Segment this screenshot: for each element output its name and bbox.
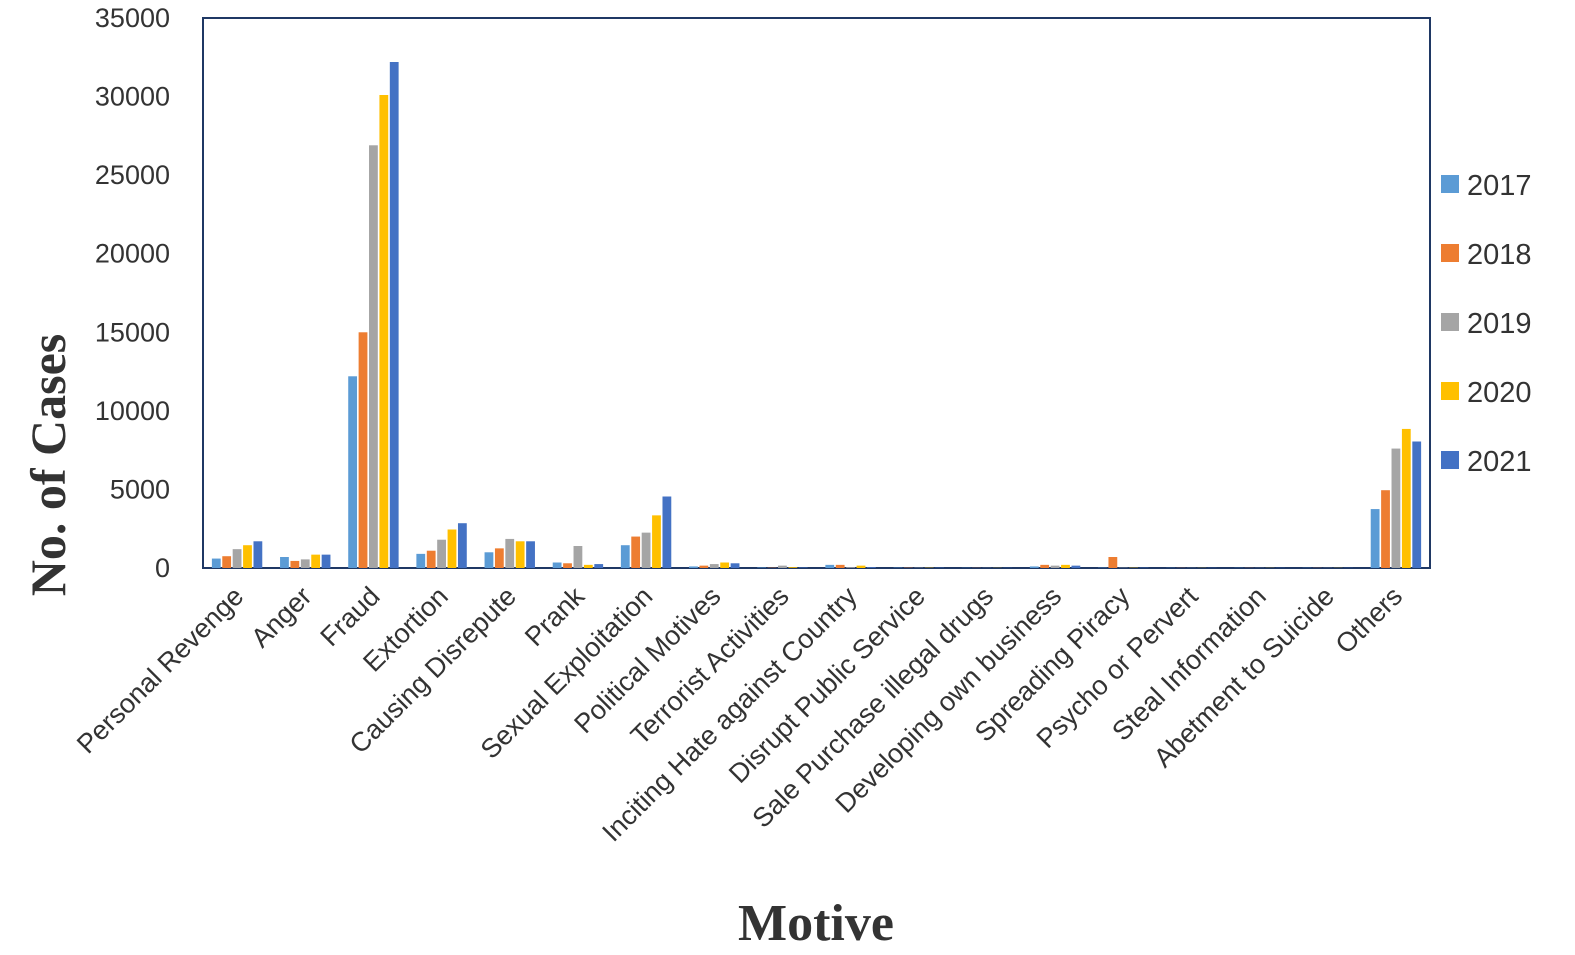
bar-2021	[1071, 565, 1081, 568]
bar-2020	[652, 515, 661, 568]
x-category-label: Personal Revenge	[71, 581, 249, 759]
bar-2021	[730, 563, 740, 568]
bar-2021	[457, 523, 467, 568]
bar-2020	[447, 529, 457, 568]
bar-2017	[825, 564, 835, 568]
legend: 2017 2018 2019 2020 2021	[1441, 170, 1532, 478]
legend-label: 2019	[1467, 308, 1532, 340]
bar-2021	[389, 62, 399, 568]
legend-label: 2017	[1467, 170, 1532, 202]
bar-2018	[222, 556, 232, 568]
bar-2019	[437, 539, 446, 568]
bar-2021	[321, 554, 331, 568]
bar-2019	[641, 532, 651, 568]
bar-2018	[563, 563, 572, 568]
y-tick-label: 35000	[95, 3, 170, 33]
bar-2018	[494, 548, 504, 568]
x-category-label: Others	[1330, 581, 1409, 660]
bar-2019	[778, 565, 787, 568]
legend-swatch	[1441, 451, 1459, 469]
bar-2018	[1040, 564, 1050, 568]
x-axis-title: Motive	[738, 895, 894, 952]
bar-2019	[573, 546, 583, 568]
legend-label: 2020	[1467, 377, 1532, 409]
bar-2020	[311, 554, 321, 568]
bar-2017	[552, 562, 562, 568]
bar-2020	[856, 565, 866, 568]
bar-2020	[788, 567, 798, 568]
bar-2017	[416, 553, 426, 568]
bar-2017	[484, 552, 494, 568]
bar-2019	[846, 567, 855, 568]
bar-2018	[631, 536, 641, 568]
bar-2017	[280, 557, 289, 568]
x-category-label: Anger	[245, 581, 317, 653]
bar-2020	[379, 95, 389, 568]
bar-2021	[526, 541, 535, 568]
bar-2020	[1401, 428, 1411, 568]
bar-2019	[300, 559, 310, 568]
bar-2021	[1412, 441, 1422, 568]
y-tick-label: 15000	[95, 317, 170, 347]
y-tick-label: 20000	[95, 239, 170, 269]
bar-2018	[1108, 557, 1118, 568]
y-tick-label: 10000	[95, 396, 170, 426]
bar-2018	[290, 560, 300, 568]
y-axis-ticks: 0 5000 10000 15000 20000 25000 30000 35000	[95, 3, 170, 583]
bar-2020	[583, 564, 593, 568]
legend-label: 2018	[1467, 239, 1532, 271]
bar-2019	[1050, 565, 1060, 568]
bar-2017	[1029, 566, 1039, 568]
y-axis-title: No. of Cases	[20, 334, 76, 596]
bar-2017	[620, 545, 630, 568]
bar-2018	[835, 564, 845, 568]
legend-label: 2021	[1467, 446, 1532, 478]
y-tick-label: 25000	[95, 160, 170, 190]
bar-2019	[505, 538, 515, 568]
bar-2020	[1061, 564, 1070, 568]
legend-swatch	[1441, 313, 1459, 331]
bar-2017	[689, 566, 698, 568]
bar-2021	[866, 567, 876, 568]
y-tick-label: 30000	[95, 82, 170, 112]
bar-2019	[1391, 448, 1401, 568]
bar-2019	[232, 549, 242, 568]
bar-2018	[1381, 490, 1390, 568]
y-tick-label: 5000	[110, 474, 170, 504]
bar-2021	[662, 496, 672, 568]
bar-2019	[369, 145, 378, 569]
y-tick-label: 0	[155, 553, 170, 583]
legend-swatch	[1441, 382, 1459, 400]
bar-2020	[515, 541, 525, 568]
bars-group	[211, 62, 1422, 569]
bar-2017	[1370, 509, 1380, 568]
bar-2018	[358, 332, 368, 568]
bar-2019	[709, 564, 719, 568]
bar-2017	[211, 558, 221, 568]
bar-2020	[720, 562, 730, 568]
legend-swatch	[1441, 175, 1459, 193]
bar-2018	[699, 565, 709, 568]
bar-2021	[594, 564, 604, 568]
bar-2021	[253, 541, 263, 568]
bar-2017	[348, 376, 358, 568]
plot-area	[202, 17, 1431, 569]
legend-swatch	[1441, 244, 1459, 262]
x-axis-categories: Personal RevengeAngerFraudExtortionCausi…	[71, 581, 1408, 848]
bar-2020	[243, 545, 252, 568]
bar-2018	[426, 550, 436, 568]
